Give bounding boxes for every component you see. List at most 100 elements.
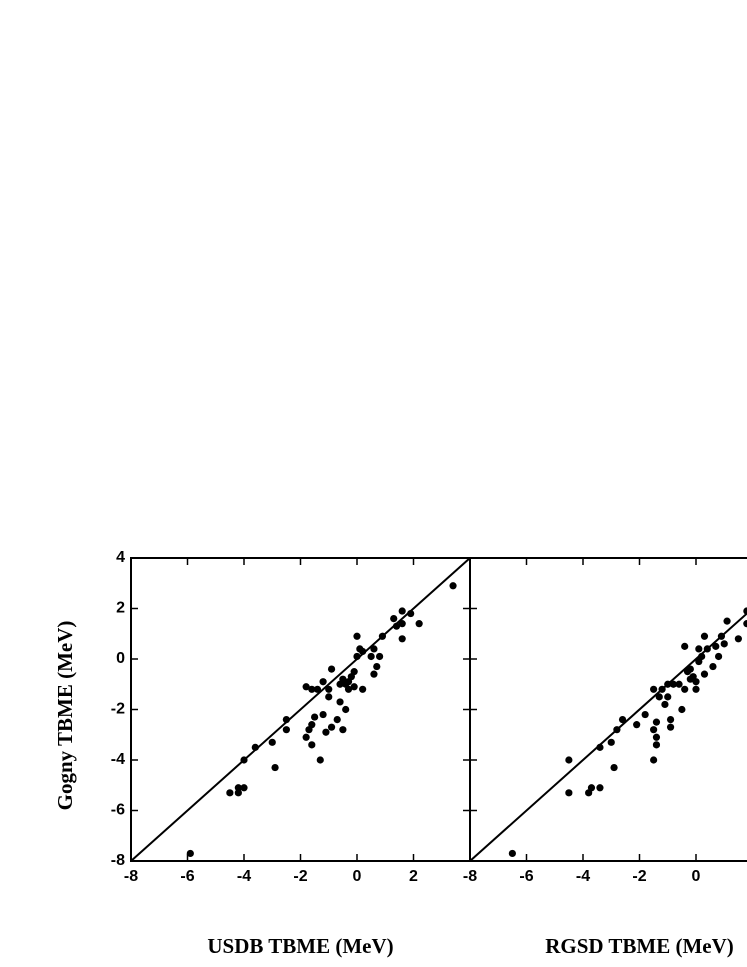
data-point	[226, 789, 234, 797]
data-point	[251, 743, 259, 751]
data-point	[327, 665, 336, 673]
data-point	[703, 645, 711, 653]
data-point	[390, 615, 398, 623]
data-point	[319, 678, 327, 686]
data-point	[268, 738, 276, 746]
data-point	[587, 784, 596, 792]
data-point	[234, 784, 242, 792]
plot-frame	[469, 557, 747, 862]
data-point	[305, 726, 313, 734]
y-tick-label: -6	[111, 802, 125, 819]
data-point	[370, 670, 378, 678]
data-point	[712, 642, 720, 650]
data-point	[508, 849, 516, 858]
data-point	[717, 632, 726, 640]
x-axis-label: RGSD TBME (MeV)	[545, 934, 734, 958]
data-point	[720, 640, 728, 648]
y-tick-label: 0	[116, 650, 125, 667]
data-point	[655, 693, 663, 701]
y-tick-label: -8	[111, 852, 125, 869]
data-point	[613, 726, 621, 734]
data-point	[607, 738, 615, 746]
data-point	[333, 716, 341, 724]
data-point	[669, 680, 678, 688]
y-tick-label: 2	[116, 600, 125, 617]
data-point	[678, 705, 686, 714]
data-point	[415, 620, 423, 628]
data-point	[336, 680, 344, 688]
data-point	[700, 632, 709, 640]
data-point	[700, 670, 709, 678]
data-point	[311, 713, 319, 721]
y-tick-label: -2	[111, 701, 125, 718]
data-point	[650, 685, 658, 693]
data-point	[698, 652, 706, 661]
data-point	[336, 698, 344, 706]
data-point	[695, 645, 703, 653]
data-point	[302, 683, 310, 691]
x-axis-label: USDB TBME (MeV)	[207, 934, 393, 958]
data-point	[664, 693, 672, 701]
data-point	[240, 756, 248, 764]
data-point	[350, 683, 358, 691]
x-tick-label: -6	[180, 868, 194, 885]
data-point	[658, 685, 666, 693]
data-point	[664, 680, 672, 688]
x-tick-label: -4	[576, 868, 590, 885]
data-point	[565, 789, 573, 797]
data-point	[373, 662, 381, 671]
data-point	[186, 849, 194, 858]
data-point	[692, 685, 700, 693]
data-point	[652, 733, 661, 741]
data-point	[378, 632, 387, 640]
data-point	[339, 726, 347, 734]
data-point	[342, 705, 350, 714]
x-tick-label: -2	[293, 868, 307, 885]
x-tick-label: 2	[409, 868, 418, 885]
data-point	[633, 721, 641, 729]
data-point	[392, 622, 401, 630]
data-point	[723, 617, 731, 625]
reference-line	[130, 557, 471, 862]
data-point	[692, 678, 700, 686]
x-tick-label: 0	[353, 868, 362, 885]
data-point	[596, 743, 604, 751]
y-axis-label: Gogny TBME (MeV)	[53, 621, 77, 811]
data-point	[565, 756, 573, 764]
data-point	[398, 635, 406, 643]
data-point	[234, 789, 242, 797]
data-point	[715, 652, 723, 661]
data-point	[370, 645, 378, 653]
data-point	[398, 620, 406, 628]
data-point	[240, 784, 248, 792]
data-point	[313, 685, 322, 693]
data-point	[650, 756, 658, 764]
data-point	[666, 723, 675, 731]
y-tick-label: 4	[116, 549, 125, 566]
data-point	[282, 716, 290, 724]
data-point	[449, 582, 457, 590]
x-tick-label: -2	[632, 868, 646, 885]
x-tick-label: -8	[124, 868, 138, 885]
data-point	[327, 723, 336, 731]
x-tick-label: 0	[692, 868, 701, 885]
data-point	[376, 652, 384, 661]
data-point	[650, 726, 658, 734]
x-tick-label: -8	[463, 868, 477, 885]
x-tick-label: -6	[519, 868, 533, 885]
data-point	[743, 607, 747, 615]
data-point	[353, 652, 361, 661]
data-point	[734, 635, 742, 643]
data-point	[681, 642, 689, 650]
data-point	[344, 685, 353, 693]
data-point	[319, 710, 327, 719]
data-point	[661, 700, 669, 709]
data-point	[675, 680, 683, 688]
data-point	[282, 726, 290, 734]
data-point	[353, 632, 361, 640]
data-point	[316, 756, 324, 764]
data-point	[325, 693, 333, 701]
data-point	[302, 733, 310, 741]
